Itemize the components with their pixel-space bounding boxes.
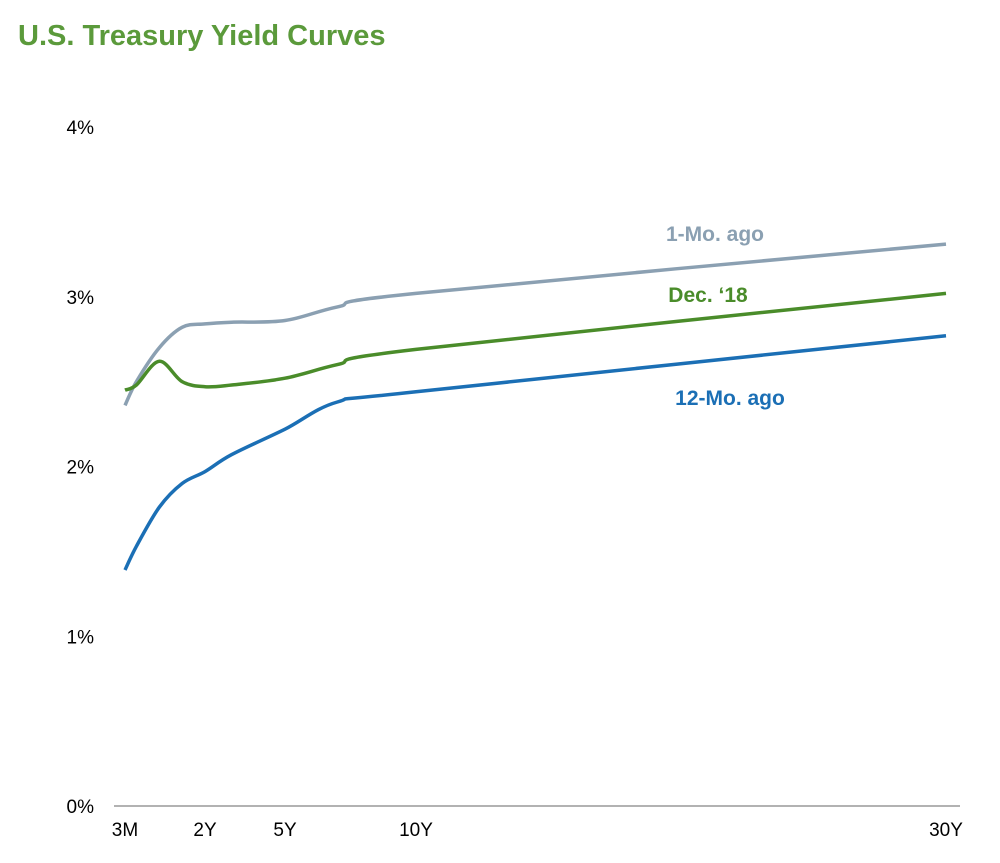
x-tick-label: 5Y [273, 820, 297, 841]
series-line-2 [123, 334, 947, 571]
series-label-1: Dec. ‘18 [668, 284, 748, 307]
x-tick-label: 30Y [929, 820, 963, 841]
series-line-0 [123, 242, 947, 407]
x-tick-label: 2Y [193, 820, 217, 841]
series-label-0: 1-Mo. ago [666, 223, 764, 246]
series-line-1 [124, 291, 947, 392]
y-tick-label: 1% [67, 627, 95, 648]
chart-title: U.S. Treasury Yield Curves [18, 20, 386, 52]
x-tick-label: 10Y [399, 820, 433, 841]
series-lines [123, 242, 947, 571]
x-tick-label: 3M [112, 820, 138, 841]
x-axis-ticks: 3M 2Y 5Y 10Y 30Y [112, 820, 963, 841]
y-tick-label: 4% [67, 118, 95, 139]
y-tick-label: 3% [67, 288, 95, 309]
y-tick-label: 0% [67, 797, 95, 818]
series-labels: 1-Mo. ago Dec. ‘18 12-Mo. ago [666, 223, 785, 410]
y-tick-label: 2% [67, 458, 95, 479]
y-axis-ticks: 0% 1% 2% 3% 4% [67, 118, 95, 818]
series-label-2: 12-Mo. ago [675, 387, 785, 410]
